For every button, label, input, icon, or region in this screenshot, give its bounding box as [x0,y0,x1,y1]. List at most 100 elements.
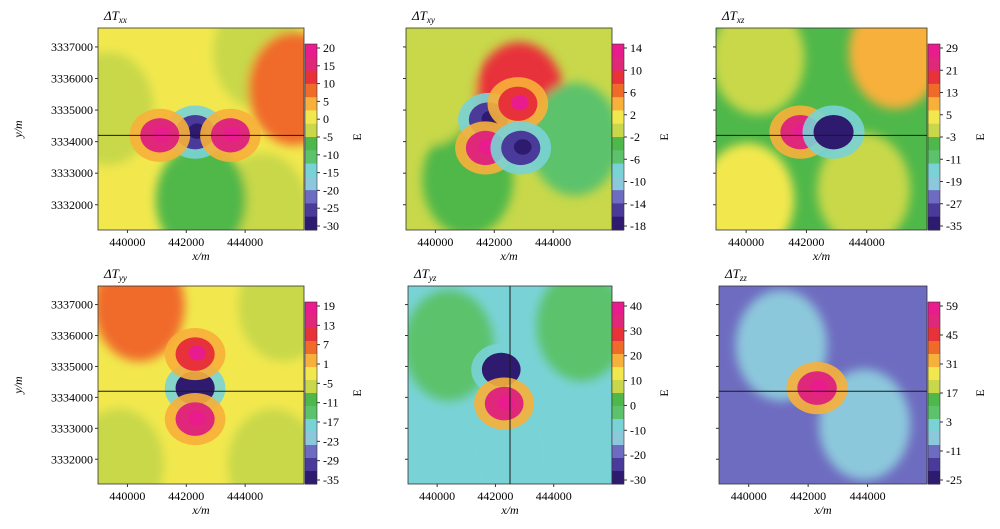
colorbar-tick-label: -23 [323,434,339,448]
colorbar-tick-label: -14 [630,197,646,211]
colorbar-swatch [305,315,317,329]
colorbar-tick-label: 15 [323,59,335,73]
panel-xz: ΔTxz 440000 442000 444000 x/m 29 21 13 5 -3 -11 -19… [713,8,987,263]
panel-title: ΔTyy [103,266,127,283]
colorbar-swatch [305,70,317,85]
colorbar-swatch [612,97,624,111]
colorbar-swatch [928,163,940,178]
colorbar-tick-label: -6 [630,152,640,166]
colorbar-swatch [612,216,624,231]
texture-blob [98,408,164,484]
colorbar-tick-label: 31 [946,357,958,371]
colorbar-tick-label: 29 [946,41,958,55]
colorbar-swatch [928,367,940,381]
colorbar-swatch [305,393,317,407]
x-tick-label: 440000 [419,489,455,503]
colorbar-swatch [928,458,940,472]
colorbar-swatch [928,137,940,151]
colorbar-swatch [612,163,624,178]
colorbar-swatch [612,150,624,165]
y-tick-label: 3332000 [51,198,93,212]
colorbar-tick-label: 10 [323,77,335,91]
map-field [716,28,927,230]
colorbar-swatch [305,190,317,204]
colorbar-tick-label: -35 [946,219,962,233]
plot-frame [715,27,928,231]
y-tick-label: 3337000 [51,298,93,312]
colorbar-swatch [305,458,317,472]
anomaly-peak [494,360,512,377]
colorbar-tick-label: 7 [323,338,329,352]
colorbar-tick-label: -25 [323,201,339,215]
colorbar-swatch [928,57,940,72]
panel-xy: ΔTxy 440000 442000 444000 x/m 14 10 6 2 -2 -6 -10 -1… [403,8,671,263]
colorbar-tick-label: -25 [946,473,962,487]
colorbar-swatch [612,123,624,138]
x-axis-label: x/m [812,249,831,263]
colorbar-tick-label: 59 [946,299,958,313]
colorbar-swatch [305,97,317,111]
colorbar-swatch [305,110,317,125]
anomaly-peak [188,345,206,361]
colorbar-tick-label: 0 [323,112,329,126]
panel-title: ΔTzz [724,266,747,283]
colorbar-swatch [305,137,317,151]
panel-title-subscript: xy [426,15,435,25]
colorbar-swatch [612,328,624,342]
plot-frame [718,285,928,485]
colorbar-swatch [612,341,624,355]
colorbar-unit: E [350,133,364,140]
colorbar-swatch [928,445,940,459]
colorbar-swatch [612,176,624,191]
y-tick-label: 3333000 [51,421,93,435]
map-field [719,286,927,484]
anomaly-peak [810,379,828,395]
x-tick-label: 444000 [227,489,263,503]
colorbar-swatch [612,406,624,420]
y-tick-label: 3333000 [51,166,93,180]
y-tick-label: 3334000 [51,135,93,149]
colorbar-swatch [612,367,624,381]
texture-blob [98,286,185,362]
texture-blob [155,143,247,230]
colorbar-tick-label: -10 [323,148,339,162]
colorbar-unit: E [973,133,987,140]
anomaly-peak [188,379,206,395]
colorbar-swatch [928,110,940,125]
colorbar-swatch [612,70,624,85]
colorbar-swatch [928,393,940,407]
colorbar-frame [304,301,318,485]
texture-blob [716,143,795,230]
colorbar-swatch [612,419,624,433]
colorbar-swatch [305,354,317,368]
colorbar-tick-label: -27 [946,197,962,211]
colorbar-swatch [305,328,317,342]
colorbar-swatch [305,380,317,394]
colorbar-swatch [305,44,317,58]
colorbar-tick-label: -10 [630,175,646,189]
colorbar-swatch [305,176,317,191]
map-texture [98,286,304,484]
y-tick-label: 3335000 [51,359,93,373]
anomaly-peak [826,123,845,139]
colorbar-tick-label: -15 [323,166,339,180]
colorbar-tick-label: -30 [323,219,339,233]
colorbar-tick-label: 14 [630,41,642,55]
colorbar-swatch [305,432,317,446]
x-axis-label: x/m [499,249,518,263]
y-tick-label: 3337000 [51,40,93,54]
x-tick-label: 440000 [728,235,764,249]
y-tick-label: 3336000 [51,329,93,343]
colorbar-swatch [305,150,317,165]
colorbar-tick-label: 20 [630,349,642,363]
panel-title: ΔTyz [413,266,437,283]
texture-blob [529,82,612,196]
y-axis-label: y/m [11,376,25,395]
x-tick-label: 442000 [168,235,204,249]
colorbar-swatch [305,367,317,381]
x-tick-label: 444000 [850,489,886,503]
x-tick-label: 440000 [109,489,145,503]
map-field [406,28,612,230]
panel-xx: ΔTxx 440000 442000 444000 x/m 3337000 3336000 3… [11,8,364,263]
colorbar-tick-label: -19 [946,175,962,189]
